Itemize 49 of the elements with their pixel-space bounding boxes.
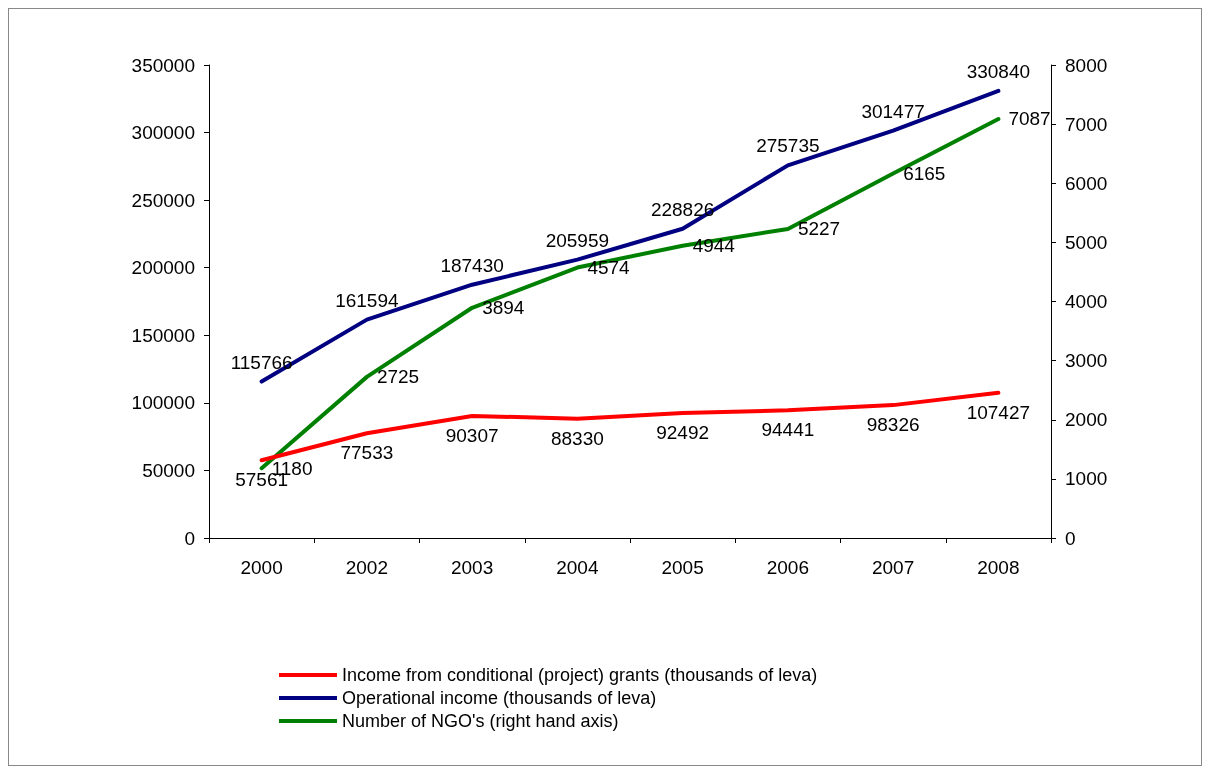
data-label: 90307 <box>445 424 499 446</box>
y2-tick-label: 8000 <box>1065 54 1108 76</box>
y-tick-label: 350000 <box>131 54 195 76</box>
data-label: 3894 <box>482 297 525 319</box>
y2-tick-label: 1000 <box>1065 468 1108 490</box>
y2-tick-label: 2000 <box>1065 409 1108 431</box>
y2-tick-label: 6000 <box>1065 172 1108 194</box>
legend-label: Income from conditional (project) grants (thousands of leva) <box>342 665 818 685</box>
data-label: 92492 <box>656 422 710 443</box>
y2-tick-label: 4000 <box>1065 291 1108 312</box>
data-label: 94441 <box>761 419 815 441</box>
data-label: 6165 <box>903 162 946 184</box>
y-tick-label: 300000 <box>131 122 195 144</box>
data-label: 301477 <box>861 100 925 122</box>
y-tick-label: 0 <box>184 527 195 549</box>
y2-tick-label: 3000 <box>1065 350 1108 372</box>
data-label: 275735 <box>756 135 820 157</box>
y-tick-label: 50000 <box>142 459 195 481</box>
data-label: 205959 <box>545 229 610 251</box>
y2-tick-label: 7000 <box>1065 113 1108 135</box>
data-label: 2725 <box>376 366 420 388</box>
data-label: 115766 <box>230 351 293 373</box>
x-tick-label: 2004 <box>556 557 599 578</box>
y2-tick-label: 0 <box>1065 527 1076 549</box>
x-tick-label: 2002 <box>345 557 389 578</box>
y2-tick-label: 5000 <box>1065 231 1108 253</box>
x-tick-label: 2000 <box>240 557 283 578</box>
x-tick-label: 2003 <box>450 557 494 578</box>
legend-label: Operational income (thousands of leva) <box>342 688 657 708</box>
data-label: 228826 <box>650 198 715 220</box>
y-tick-label: 100000 <box>131 392 195 414</box>
data-label: 77533 <box>340 442 394 464</box>
legend-label: Number of NGO's (right hand axis) <box>342 711 619 731</box>
data-label: 4574 <box>587 257 631 279</box>
data-label: 5227 <box>797 218 841 240</box>
x-tick-label: 2005 <box>661 557 704 578</box>
data-label: 88330 <box>550 427 604 449</box>
x-tick-label: 2006 <box>766 557 810 578</box>
y-tick-label: 150000 <box>131 324 195 346</box>
x-tick-label: 2007 <box>871 557 915 578</box>
data-label: 7087 <box>1008 108 1051 130</box>
y-tick-label: 250000 <box>131 189 195 211</box>
x-tick-label: 2008 <box>977 557 1020 578</box>
data-label: 187430 <box>440 254 504 276</box>
y-tick-label: 200000 <box>131 257 195 279</box>
data-label: 98326 <box>866 414 920 436</box>
data-label: 161594 <box>335 289 400 311</box>
data-label: 330840 <box>966 60 1031 82</box>
data-label: 107427 <box>966 401 1031 423</box>
